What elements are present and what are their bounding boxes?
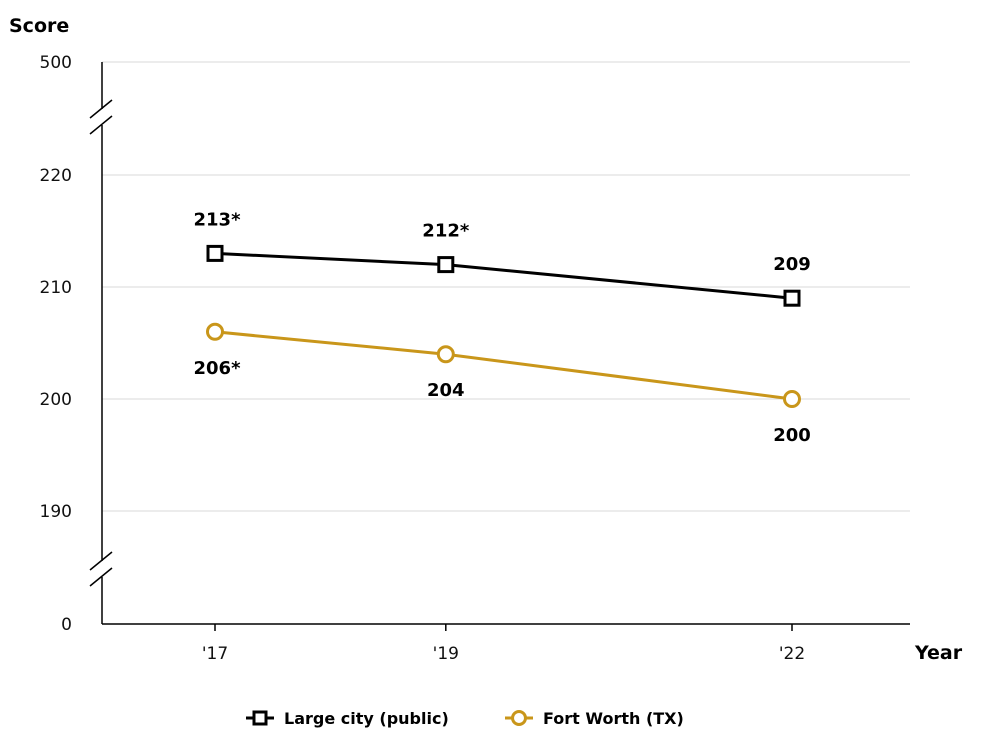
series-line-0 bbox=[214, 251, 793, 300]
axis-break-mark bbox=[89, 551, 113, 571]
data-labels: 213* 212* 209 206* 204 200 bbox=[194, 209, 811, 446]
series-layer bbox=[206, 244, 801, 408]
axes: Score Year 0 190 200 210 220 500 '17 '19 '22 bbox=[9, 15, 963, 664]
y-tick-label: 220 bbox=[40, 166, 72, 186]
x-tick-label: '19 bbox=[433, 644, 459, 664]
x-axis-title: Year bbox=[914, 642, 963, 664]
data-point-square bbox=[206, 244, 224, 262]
y-tick-label: 200 bbox=[40, 390, 72, 410]
y-axis-title: Score bbox=[9, 15, 69, 37]
x-tick-label: '17 bbox=[202, 644, 228, 664]
data-point-circle bbox=[436, 345, 455, 364]
data-label: 200 bbox=[773, 425, 811, 446]
axis-break-mark bbox=[89, 567, 113, 587]
series-line-1 bbox=[214, 330, 793, 401]
data-label: 213* bbox=[194, 209, 242, 230]
data-point-circle bbox=[206, 322, 224, 341]
data-label: 204 bbox=[427, 380, 465, 401]
legend-square-marker bbox=[252, 710, 268, 726]
x-tick-label: '22 bbox=[779, 644, 805, 664]
data-label: 206* bbox=[194, 358, 242, 379]
legend-label: Large city (public) bbox=[284, 709, 449, 728]
gridlines bbox=[102, 61, 910, 512]
data-point-square bbox=[437, 256, 455, 274]
data-point-square bbox=[783, 289, 801, 307]
legend: Large city (public) Fort Worth (TX) bbox=[246, 709, 684, 728]
legend-label: Fort Worth (TX) bbox=[543, 709, 684, 728]
axis-break-mark bbox=[89, 99, 113, 119]
axis-break-mark bbox=[89, 115, 113, 135]
y-tick-label: 0 bbox=[61, 615, 72, 635]
y-tick-label: 190 bbox=[40, 502, 72, 522]
data-point-circle bbox=[783, 390, 801, 408]
legend-circle-marker bbox=[511, 710, 527, 726]
data-label: 212* bbox=[422, 221, 470, 242]
y-tick-label: 210 bbox=[40, 278, 72, 298]
data-label: 209 bbox=[773, 254, 811, 275]
y-tick-label: 500 bbox=[40, 53, 72, 73]
